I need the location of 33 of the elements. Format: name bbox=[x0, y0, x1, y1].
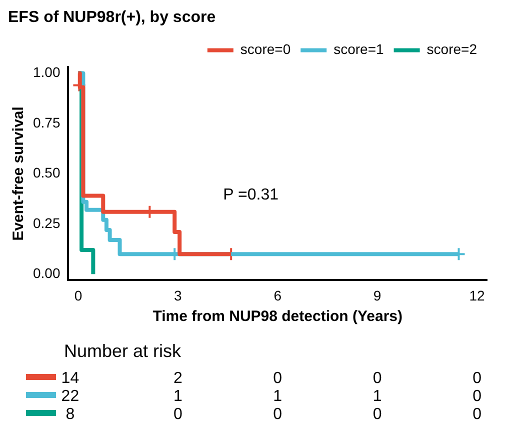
x-tick-label: 0 bbox=[74, 287, 82, 304]
y-axis-title: Event-free survival bbox=[10, 106, 28, 241]
legend-label: score=1 bbox=[334, 41, 384, 58]
text: 0 bbox=[472, 406, 482, 424]
annotation: P =0.31 bbox=[223, 186, 279, 204]
y-tick-label: 0.00 bbox=[33, 265, 60, 282]
x-tick-label: 12 bbox=[469, 287, 486, 304]
text: 22 bbox=[60, 388, 80, 406]
text: 0 bbox=[272, 406, 284, 424]
text: 1 bbox=[372, 388, 383, 406]
text: 0 bbox=[472, 370, 482, 388]
text: 0 bbox=[272, 370, 284, 388]
text: 1 bbox=[172, 388, 184, 406]
y-tick-label: 0.75 bbox=[33, 114, 60, 130]
text: 2 bbox=[172, 370, 184, 388]
text: 14 bbox=[60, 370, 80, 388]
x-tick-label: 3 bbox=[174, 287, 182, 304]
legend-label: score=2 bbox=[426, 41, 478, 58]
x-tick-label: 6 bbox=[274, 287, 282, 304]
y-tick-label: 1.00 bbox=[33, 64, 60, 80]
x-tick-label: 9 bbox=[373, 287, 382, 304]
x-axis-title: Time from NUP98 detection (Years) bbox=[152, 308, 403, 326]
y-tick-label: 0.25 bbox=[33, 214, 60, 231]
y-tick-label: 0.50 bbox=[33, 164, 60, 181]
legend-label: score=0 bbox=[240, 41, 291, 58]
text: 0 bbox=[372, 370, 383, 388]
text: 0 bbox=[472, 388, 482, 406]
text: Number at risk bbox=[64, 341, 182, 362]
text: 1 bbox=[272, 388, 284, 406]
text: 0 bbox=[372, 406, 383, 424]
text: 8 bbox=[64, 406, 76, 424]
text: 0 bbox=[172, 406, 184, 424]
chart-title: EFS of NUP98r(+), by score bbox=[8, 9, 216, 26]
